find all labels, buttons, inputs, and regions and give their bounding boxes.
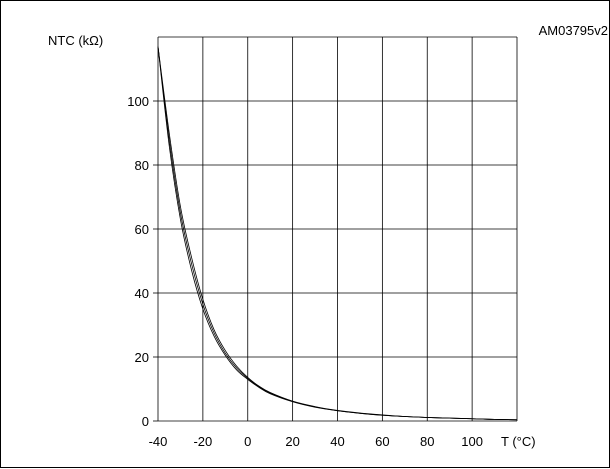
y-tick-label: 60 (135, 222, 149, 237)
x-axis-label: T (°C) (501, 434, 536, 449)
x-tick-label: 100 (461, 434, 483, 449)
y-tick-label: 40 (135, 286, 149, 301)
x-tick-label: 0 (244, 434, 251, 449)
y-axis-label: NTC (kΩ) (48, 33, 103, 48)
x-tick-label: -40 (149, 434, 168, 449)
series-layer (157, 46, 518, 421)
y-tick-label: 80 (135, 158, 149, 173)
x-tick-label: 20 (285, 434, 299, 449)
y-tick-label: 20 (135, 350, 149, 365)
y-tick-label: 0 (142, 414, 149, 429)
grid (153, 36, 518, 422)
x-tick-label: 60 (375, 434, 389, 449)
figure-id: AM03795v2 (539, 23, 608, 38)
x-tick-label: 80 (420, 434, 434, 449)
x-tick-label: 40 (330, 434, 344, 449)
y-tick-label: 100 (127, 94, 149, 109)
x-tick-label: -20 (193, 434, 212, 449)
tick-labels: -40 -20 0 20 40 60 80 100 0 20 40 60 80 100 (127, 94, 483, 449)
series-line-3 (157, 46, 518, 421)
